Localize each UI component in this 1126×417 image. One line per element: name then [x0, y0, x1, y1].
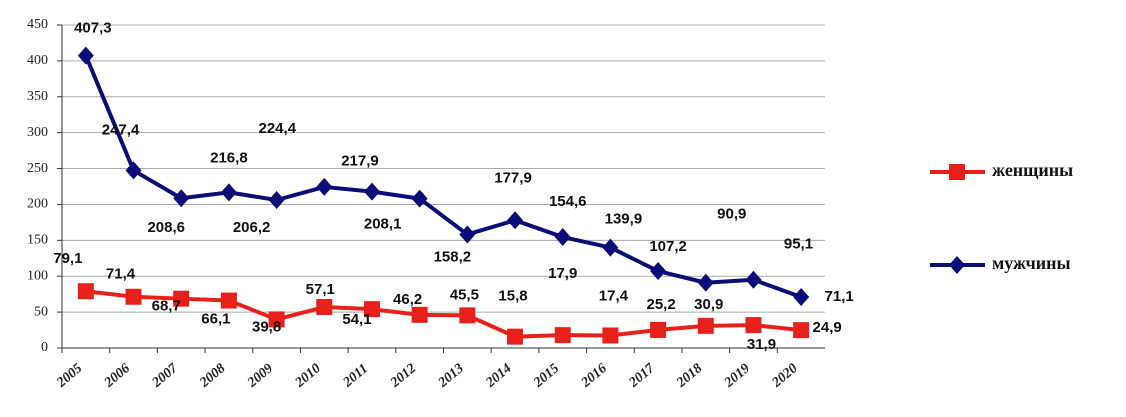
value-label: 24,9	[813, 319, 842, 336]
value-label: 57,1	[306, 281, 335, 298]
x-tick-label: 2005	[54, 361, 86, 391]
point	[411, 189, 428, 208]
point	[507, 211, 524, 230]
point	[77, 46, 94, 65]
point	[220, 183, 237, 202]
value-label: 95,1	[784, 236, 813, 253]
point	[125, 288, 142, 305]
value-label: 208,1	[364, 216, 402, 233]
y-tick-label: 300	[27, 125, 48, 140]
x-tick-label: 2019	[721, 361, 753, 391]
value-label: 39,8	[252, 318, 281, 335]
x-tick-label: 2008	[197, 361, 229, 391]
value-label: 208,6	[147, 219, 185, 236]
y-tick-label: 100	[27, 268, 48, 283]
point	[602, 238, 619, 257]
value-label: 68,7	[152, 298, 181, 315]
point	[268, 311, 285, 328]
point	[411, 306, 428, 323]
x-tick-label: 2018	[673, 361, 705, 391]
point	[363, 182, 380, 201]
value-label: 71,1	[825, 288, 854, 305]
point	[554, 327, 571, 344]
x-tick-label: 2007	[149, 360, 182, 391]
x-tick-label: 2015	[530, 361, 562, 391]
point	[602, 327, 619, 344]
point	[173, 290, 190, 307]
x-tick-label: 2017	[626, 360, 659, 391]
series-line	[85, 289, 802, 339]
value-label: 45,5	[450, 286, 479, 303]
value-label: 224,4	[259, 120, 297, 137]
point	[316, 299, 333, 316]
x-tick-label: 2006	[101, 361, 133, 391]
value-label: 15,8	[498, 288, 527, 305]
point	[268, 190, 285, 209]
x-tick-label: 2011	[340, 361, 371, 391]
y-tick-label: 0	[41, 340, 48, 355]
point	[554, 228, 571, 247]
y-tick-label: 150	[27, 233, 48, 248]
value-label: 30,9	[694, 296, 723, 313]
point	[745, 270, 762, 289]
legend-marker	[949, 164, 965, 180]
value-label: 90,9	[717, 206, 746, 223]
x-tick-label: 2013	[435, 361, 467, 391]
point	[316, 177, 333, 196]
point	[793, 322, 810, 339]
value-label: 158,2	[434, 248, 472, 265]
point	[650, 321, 667, 338]
value-label: 216,8	[210, 149, 248, 166]
value-label: 31,9	[747, 336, 776, 353]
point	[459, 225, 476, 244]
value-label: 139,9	[605, 211, 643, 228]
x-tick-label: 2016	[578, 361, 610, 391]
value-label: 247,4	[102, 121, 140, 138]
point	[77, 283, 94, 300]
value-label: 17,9	[548, 265, 577, 282]
value-label: 177,9	[494, 169, 532, 186]
point	[745, 317, 762, 334]
legend-marker	[949, 256, 965, 274]
x-tick-label: 2014	[483, 361, 515, 391]
value-label: 17,4	[599, 287, 629, 304]
y-tick-label: 50	[34, 304, 48, 319]
value-label: 46,2	[393, 291, 422, 308]
series-line	[83, 54, 802, 299]
point	[173, 189, 190, 208]
value-label: 66,1	[201, 311, 230, 328]
x-tick-label: 2020	[769, 361, 801, 391]
legend-label: женщины	[992, 160, 1073, 180]
point	[507, 328, 524, 345]
x-tick-label: 2010	[292, 361, 324, 391]
point	[650, 262, 667, 281]
x-tick-label: 2009	[244, 361, 276, 391]
value-label: 71,4	[106, 266, 136, 283]
point	[125, 161, 142, 180]
y-tick-label: 350	[27, 89, 48, 104]
point	[793, 287, 810, 306]
y-tick-label: 250	[27, 161, 48, 176]
point	[697, 273, 714, 292]
y-tick-label: 450	[27, 17, 48, 32]
y-tick-label: 400	[27, 53, 48, 68]
value-label: 25,2	[646, 296, 675, 313]
value-label: 54,1	[342, 311, 371, 328]
point	[363, 301, 380, 318]
y-tick-label: 200	[27, 197, 48, 212]
value-label: 206,2	[233, 219, 271, 236]
point	[459, 307, 476, 324]
value-label: 154,6	[549, 193, 587, 210]
value-label: 107,2	[649, 238, 687, 255]
legend-label: мужчины	[992, 253, 1071, 273]
value-label: 217,9	[341, 153, 379, 170]
x-tick-label: 2012	[387, 361, 419, 391]
point	[220, 292, 237, 309]
value-label: 79,1	[53, 250, 82, 267]
point	[697, 317, 714, 334]
value-label: 407,3	[74, 20, 112, 37]
